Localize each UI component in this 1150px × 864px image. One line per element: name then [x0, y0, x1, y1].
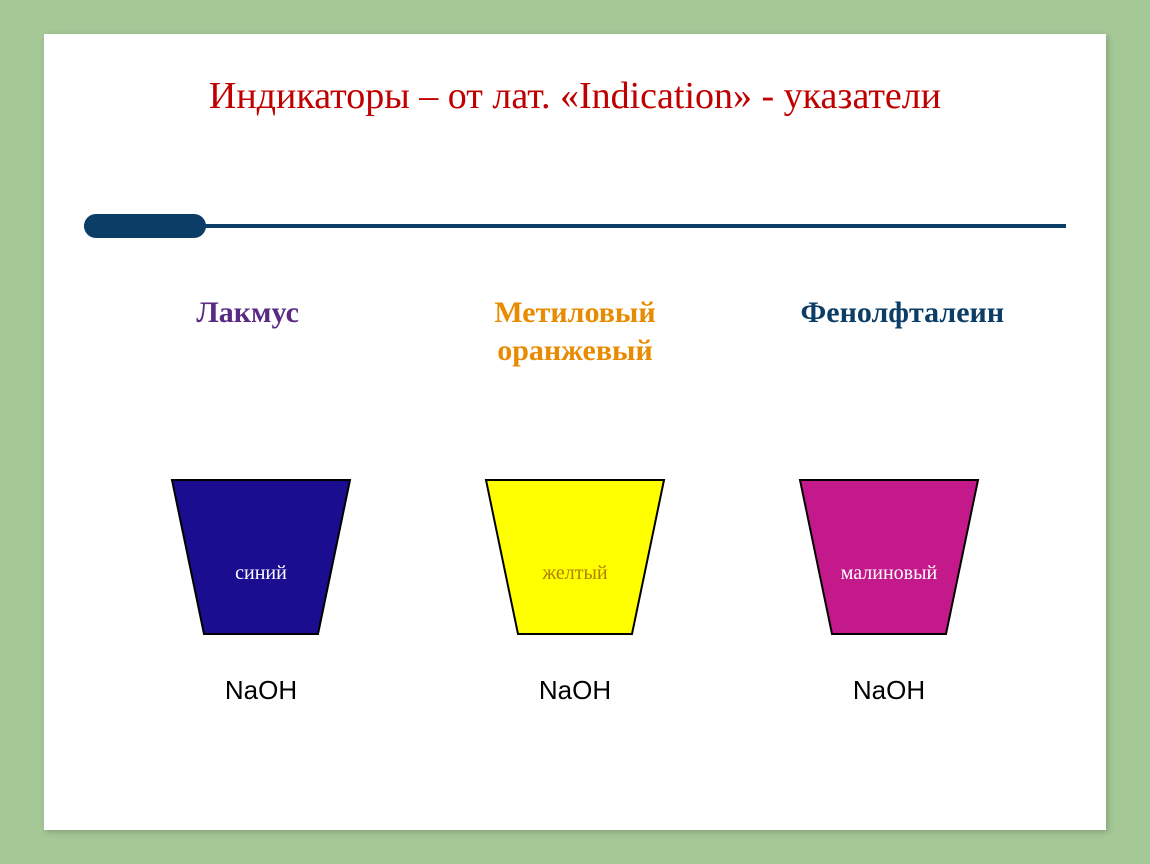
- indicator-label-phenol: Фенолфталеин: [752, 294, 1052, 369]
- beaker-caption: NaOH: [853, 675, 925, 706]
- beaker-icon: малиновый: [794, 474, 984, 639]
- indicator-label-methyl: Метиловый оранжевый: [425, 294, 725, 369]
- beaker-shape: [486, 480, 664, 634]
- title-block: Индикаторы – от лат. «Indication» - указ…: [44, 34, 1106, 121]
- beaker-col-methyl: желтый NaOH: [435, 474, 715, 706]
- divider-line: [84, 224, 1066, 228]
- beaker-icon: желтый: [480, 474, 670, 639]
- slide: Индикаторы – от лат. «Indication» - указ…: [44, 34, 1106, 830]
- beaker-col-phenol: малиновый NaOH: [749, 474, 1029, 706]
- title-divider: [44, 214, 1106, 238]
- beaker-col-litmus: синий NaOH: [121, 474, 401, 706]
- indicator-label-litmus: Лакмус: [98, 294, 398, 369]
- page-title: Индикаторы – от лат. «Indication» - указ…: [124, 72, 1026, 121]
- beaker-color-label: малиновый: [841, 562, 938, 584]
- beakers-row: синий NaOH желтый NaOH малиновый NaOH: [44, 474, 1106, 706]
- beaker-color-label: желтый: [541, 562, 608, 584]
- beaker-shape: [172, 480, 350, 634]
- indicator-labels-row: Лакмус Метиловый оранжевый Фенолфталеин: [44, 294, 1106, 369]
- beaker-color-label: синий: [235, 562, 287, 584]
- beaker-caption: NaOH: [539, 675, 611, 706]
- beaker-icon: синий: [166, 474, 356, 639]
- divider-pill: [84, 214, 206, 238]
- beaker-shape: [800, 480, 978, 634]
- beaker-caption: NaOH: [225, 675, 297, 706]
